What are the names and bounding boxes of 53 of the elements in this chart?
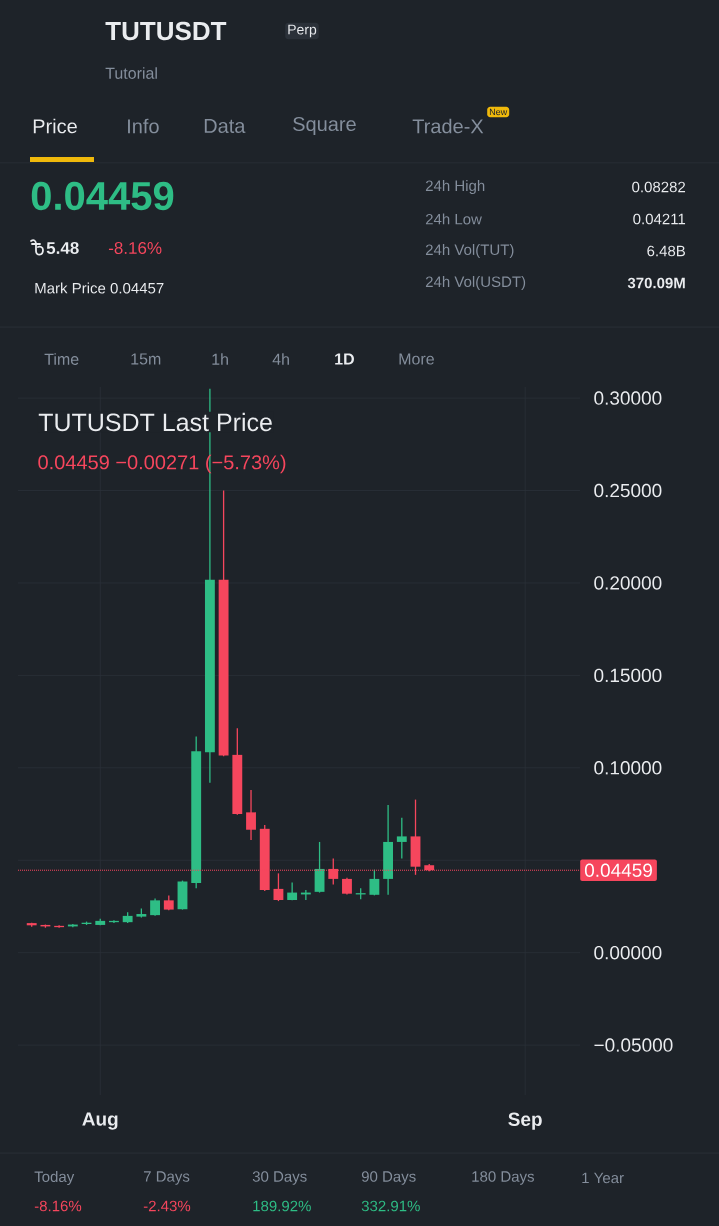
text: 4h bbox=[272, 353, 289, 365]
text: 30 Days bbox=[252, 1171, 307, 1185]
text: 0.04459 bbox=[31, 181, 174, 211]
text: 1D bbox=[335, 353, 354, 365]
text: Time bbox=[44, 353, 79, 365]
x-tick-label: Aug bbox=[82, 1112, 118, 1130]
y-tick-label: 0.10000 bbox=[594, 761, 662, 775]
y-tick-label: 0.15000 bbox=[594, 668, 662, 683]
text: Tutorial bbox=[105, 67, 157, 79]
text: 0.08282 bbox=[632, 181, 686, 193]
text: 5.48 bbox=[46, 241, 79, 255]
text: Mark Price 0.04457 bbox=[35, 282, 164, 294]
text: New bbox=[489, 108, 508, 116]
ref-line-label: 0.04459 bbox=[584, 863, 652, 877]
text: 1h bbox=[212, 353, 228, 365]
text: -8.16% bbox=[108, 241, 162, 255]
text: 24h Low bbox=[425, 213, 482, 225]
y-tick-label: 0.30000 bbox=[594, 391, 662, 405]
text: Today bbox=[34, 1171, 75, 1185]
text: 24h Vol(USDT) bbox=[425, 276, 526, 290]
candlestick bbox=[369, 869, 380, 897]
text: 0.04459 −0.00271 (−5.73%) bbox=[38, 454, 286, 474]
candlestick bbox=[246, 789, 256, 841]
text: Square bbox=[293, 116, 356, 136]
text: 1 Year bbox=[582, 1172, 624, 1184]
y-tick-label: −0.05000 bbox=[594, 1038, 673, 1052]
text: Info bbox=[128, 118, 159, 134]
text: Price bbox=[33, 118, 77, 134]
text: Perp bbox=[288, 24, 317, 38]
candlestick bbox=[396, 817, 407, 860]
y-tick-label: 0.20000 bbox=[594, 576, 662, 590]
text: 0.04211 bbox=[633, 213, 686, 225]
y-tick-label: 0.25000 bbox=[594, 483, 662, 498]
text: More bbox=[399, 353, 434, 365]
text: 24h High bbox=[425, 180, 485, 194]
text: 370.09M bbox=[627, 277, 685, 289]
x-tick-label: Sep bbox=[508, 1112, 542, 1130]
candlestick bbox=[273, 872, 284, 902]
y-tick-label: 0.00000 bbox=[594, 945, 662, 960]
text: 332.91% bbox=[361, 1200, 420, 1212]
text: 24h Vol(TUT) bbox=[425, 244, 514, 258]
text: TUTUSDT Last Price bbox=[38, 412, 272, 432]
text: 15m bbox=[131, 353, 161, 365]
text: Trade-X bbox=[412, 118, 484, 134]
text: -8.16% bbox=[34, 1200, 82, 1212]
text: TUTUSDT bbox=[105, 21, 227, 41]
text: Data bbox=[204, 119, 246, 133]
text: 189.92% bbox=[253, 1200, 311, 1212]
text: 7 Days bbox=[143, 1171, 190, 1185]
text: 6.48B bbox=[647, 245, 685, 257]
text: 180 Days bbox=[472, 1171, 534, 1185]
text: 90 Days bbox=[361, 1171, 416, 1185]
text: -2.43% bbox=[143, 1200, 191, 1212]
